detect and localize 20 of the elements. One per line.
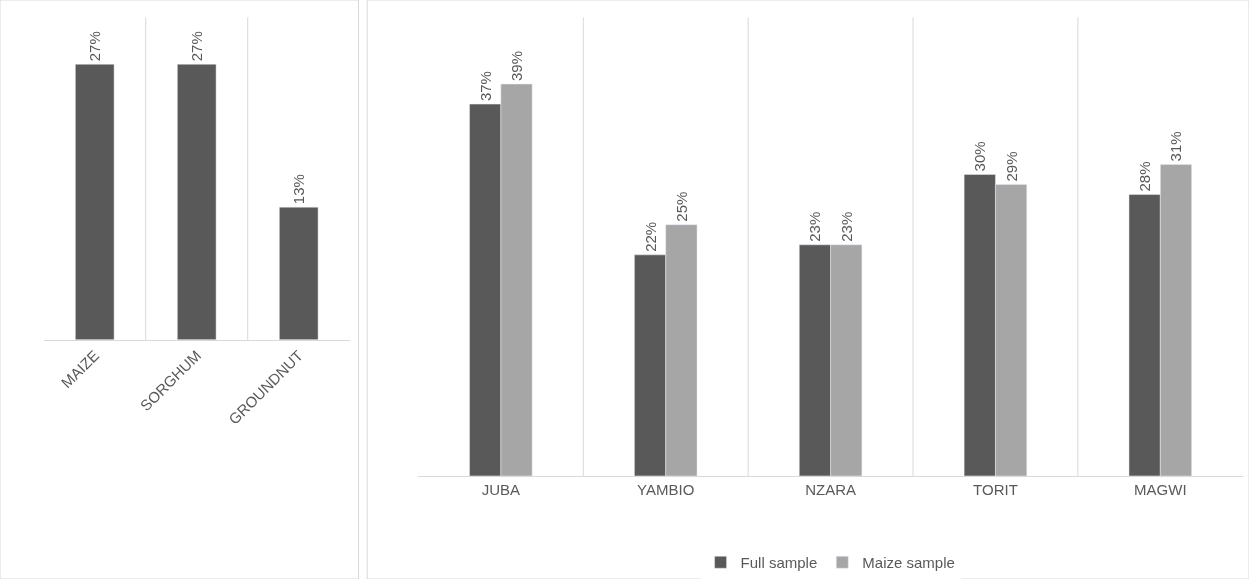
data-label: 23% (837, 211, 855, 242)
data-label: 29% (1002, 151, 1020, 182)
x-tick-label: JUBA (481, 480, 521, 498)
data-label: 39% (508, 50, 526, 81)
data-label: 25% (672, 191, 690, 222)
data-label: 23% (806, 211, 824, 242)
data-label: 30% (971, 141, 989, 172)
data-label: 27% (86, 31, 104, 62)
data-label: 22% (641, 221, 659, 252)
data-label: 37% (476, 71, 494, 102)
data-label: 27% (188, 31, 206, 62)
x-tick-label: TORIT (973, 480, 1018, 498)
data-label: 28% (1136, 161, 1154, 192)
data-label: 31% (1167, 131, 1185, 162)
data-label: 13% (290, 174, 308, 205)
legend-label: Full sample (740, 554, 818, 572)
legend-label: Maize sample (862, 554, 955, 572)
x-tick-label: NZARA (805, 480, 857, 498)
x-tick-label: YAMBIO (637, 480, 695, 498)
x-tick-label: MAGWI (1134, 480, 1187, 498)
